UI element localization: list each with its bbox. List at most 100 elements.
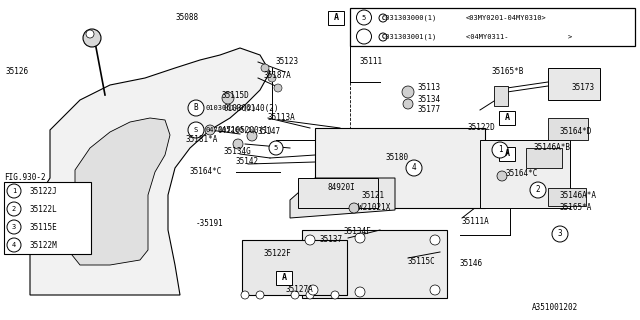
Bar <box>302 230 447 298</box>
Circle shape <box>256 291 264 299</box>
Bar <box>328 11 344 25</box>
Circle shape <box>308 285 318 295</box>
Text: 35147: 35147 <box>258 127 281 137</box>
Circle shape <box>241 291 249 299</box>
Text: C031303001(1): C031303001(1) <box>382 34 437 40</box>
Text: 35111A: 35111A <box>462 218 490 227</box>
Text: <04MY0311-              >: <04MY0311- > <box>466 34 572 40</box>
Text: FIG.930-2: FIG.930-2 <box>4 173 45 182</box>
Polygon shape <box>290 178 395 218</box>
Text: 2: 2 <box>536 186 540 195</box>
Circle shape <box>83 29 101 47</box>
Text: 35142: 35142 <box>235 157 258 166</box>
Text: 4: 4 <box>12 242 16 248</box>
Text: W21021X: W21021X <box>358 204 390 212</box>
Text: C: C <box>381 15 385 20</box>
Text: A: A <box>333 13 339 22</box>
Circle shape <box>430 235 440 245</box>
Text: 84920I: 84920I <box>328 183 356 193</box>
Circle shape <box>379 33 387 41</box>
Circle shape <box>403 99 413 109</box>
Bar <box>494 86 508 106</box>
Text: 35164*C: 35164*C <box>506 170 538 179</box>
Text: 35137: 35137 <box>320 236 343 244</box>
Text: 2: 2 <box>12 206 16 212</box>
Text: 35122F: 35122F <box>264 250 292 259</box>
Text: 35126: 35126 <box>6 68 29 76</box>
Circle shape <box>355 287 365 297</box>
Text: B: B <box>194 103 198 113</box>
Polygon shape <box>30 48 270 295</box>
Text: 4: 4 <box>412 164 416 172</box>
Circle shape <box>552 226 568 242</box>
Text: 1: 1 <box>12 188 16 194</box>
Circle shape <box>233 139 243 149</box>
Bar <box>350 8 635 46</box>
Text: 35088: 35088 <box>175 13 198 22</box>
Circle shape <box>356 10 371 25</box>
Bar <box>548 188 586 206</box>
Text: 5: 5 <box>274 145 278 151</box>
Circle shape <box>306 291 314 299</box>
Text: -35191: -35191 <box>196 220 224 228</box>
Bar <box>242 240 347 295</box>
Text: 35134F: 35134F <box>344 228 372 236</box>
Bar <box>315 128 485 208</box>
Text: 35173: 35173 <box>572 84 595 92</box>
Text: 35122J: 35122J <box>29 187 57 196</box>
Text: 35115C: 35115C <box>408 258 436 267</box>
Text: 35146: 35146 <box>460 260 483 268</box>
Text: 35177: 35177 <box>418 106 441 115</box>
Circle shape <box>430 285 440 295</box>
Text: 35122D: 35122D <box>468 124 496 132</box>
Text: 35113: 35113 <box>418 84 441 92</box>
Text: 35134: 35134 <box>418 95 441 105</box>
Text: 35127A: 35127A <box>286 285 314 294</box>
Circle shape <box>349 203 359 213</box>
Circle shape <box>269 141 283 155</box>
Text: 3: 3 <box>12 224 16 230</box>
Text: 35111: 35111 <box>360 58 383 67</box>
Text: 35122L: 35122L <box>29 204 57 213</box>
Text: 047105200(1): 047105200(1) <box>218 125 273 134</box>
Text: 35165*A: 35165*A <box>560 204 593 212</box>
Bar <box>298 178 378 208</box>
Bar <box>526 148 562 168</box>
Text: A351001202: A351001202 <box>532 303 578 313</box>
Text: 3: 3 <box>557 229 563 238</box>
Circle shape <box>291 291 299 299</box>
Text: 35121: 35121 <box>362 191 385 201</box>
Circle shape <box>331 291 339 299</box>
Text: 047105200(1): 047105200(1) <box>205 127 256 133</box>
Text: <03MY0201-04MY0310>: <03MY0201-04MY0310> <box>466 15 547 21</box>
Bar <box>4 182 91 254</box>
Circle shape <box>356 29 371 44</box>
Circle shape <box>7 220 21 234</box>
Circle shape <box>355 233 365 243</box>
Circle shape <box>247 131 257 141</box>
Circle shape <box>7 202 21 216</box>
Text: 35122M: 35122M <box>29 241 57 250</box>
Text: A: A <box>504 114 509 123</box>
Text: 010306140(2): 010306140(2) <box>205 105 256 111</box>
Circle shape <box>305 235 315 245</box>
Text: A: A <box>282 274 287 283</box>
Text: A: A <box>504 149 509 158</box>
Text: 35165*B: 35165*B <box>492 68 524 76</box>
Circle shape <box>274 84 282 92</box>
Circle shape <box>7 238 21 252</box>
Text: 35187A: 35187A <box>264 71 292 81</box>
Circle shape <box>86 30 94 38</box>
Text: 35123: 35123 <box>276 58 299 67</box>
Text: 35181*A: 35181*A <box>186 135 218 145</box>
Text: 35180: 35180 <box>386 154 409 163</box>
Bar <box>548 68 600 100</box>
Bar <box>499 111 515 125</box>
Text: 5: 5 <box>362 14 366 20</box>
Text: 35146A*A: 35146A*A <box>560 191 597 201</box>
Bar <box>480 140 570 208</box>
Text: 010306140(2): 010306140(2) <box>224 103 280 113</box>
Circle shape <box>497 171 507 181</box>
Bar <box>548 118 588 140</box>
Text: 35113A: 35113A <box>268 114 296 123</box>
